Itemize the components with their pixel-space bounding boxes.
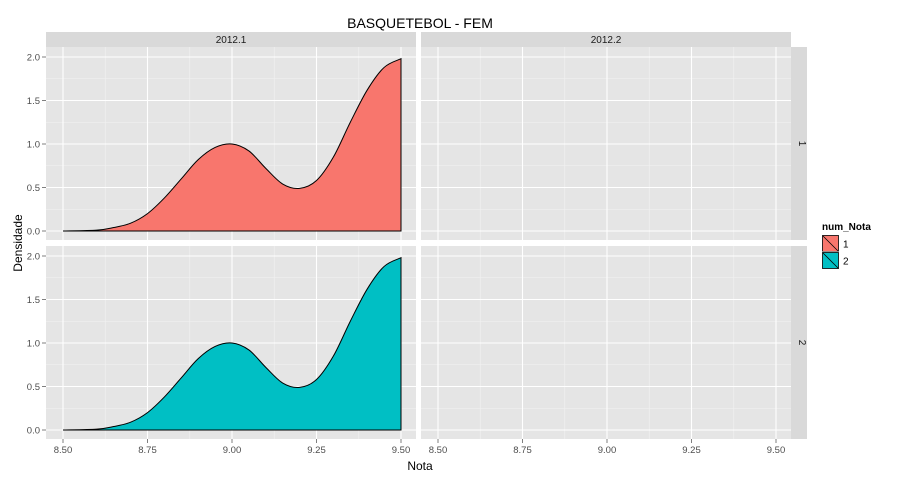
legend-swatch-slash	[822, 235, 839, 252]
y-tick-label: 1.0	[27, 339, 40, 350]
legend-title: num_Nota	[822, 222, 871, 233]
facet-row-strip-1	[791, 47, 807, 240]
x-axis-label: Nota	[407, 459, 433, 473]
y-tick-label: 0.0	[27, 426, 40, 437]
x-tick-label: 9.25	[682, 445, 701, 456]
x-tick-label: 9.00	[223, 445, 242, 456]
x-tick-label: 8.50	[54, 445, 73, 456]
x-tick-label: 9.25	[307, 445, 326, 456]
legend: num_Nota 1 2	[821, 222, 871, 270]
y-axis-label: Densidade	[11, 214, 25, 272]
y-tick-label: 0.5	[27, 382, 40, 393]
legend-label: 2	[843, 257, 849, 268]
density-area-series-2	[62, 256, 402, 431]
x-tick-label: 8.50	[429, 445, 448, 456]
density-area-series-1	[62, 57, 402, 232]
facet-strip-label: 2012.1	[216, 35, 247, 46]
y-tick-label: 0.0	[27, 227, 40, 238]
y-tick-label: 0.5	[27, 183, 40, 194]
facet-strip-label: 2012.2	[591, 35, 622, 46]
facet-strip-2012.2	[421, 32, 791, 47]
facet-row-label: 1	[796, 141, 807, 147]
y-tick-label: 1.5	[27, 295, 40, 306]
x-tick-label: 8.75	[513, 445, 532, 456]
y-tick-label: 1.5	[27, 96, 40, 107]
facet-row-strip-2	[791, 246, 807, 439]
x-tick-label: 8.75	[138, 445, 157, 456]
legend-label: 1	[843, 240, 849, 251]
x-tick-label: 9.50	[392, 445, 411, 456]
x-tick-label: 9.50	[767, 445, 786, 456]
y-tick-label: 2.0	[27, 252, 40, 263]
x-tick-label: 9.00	[598, 445, 617, 456]
chart-title: BASQUETEBOL - FEM	[347, 15, 493, 31]
facet-strip-2012.1	[46, 32, 416, 47]
legend-swatch-slash	[822, 252, 839, 269]
facet-row-label: 2	[796, 340, 807, 346]
y-tick-label: 1.0	[27, 140, 40, 151]
y-tick-label: 2.0	[27, 53, 40, 64]
plot-area: 2012.1 2012.2 1 2 0.0 0.5 1.0 1.5 2.0 0.0 0.5 1.0 1.…	[27, 32, 807, 456]
